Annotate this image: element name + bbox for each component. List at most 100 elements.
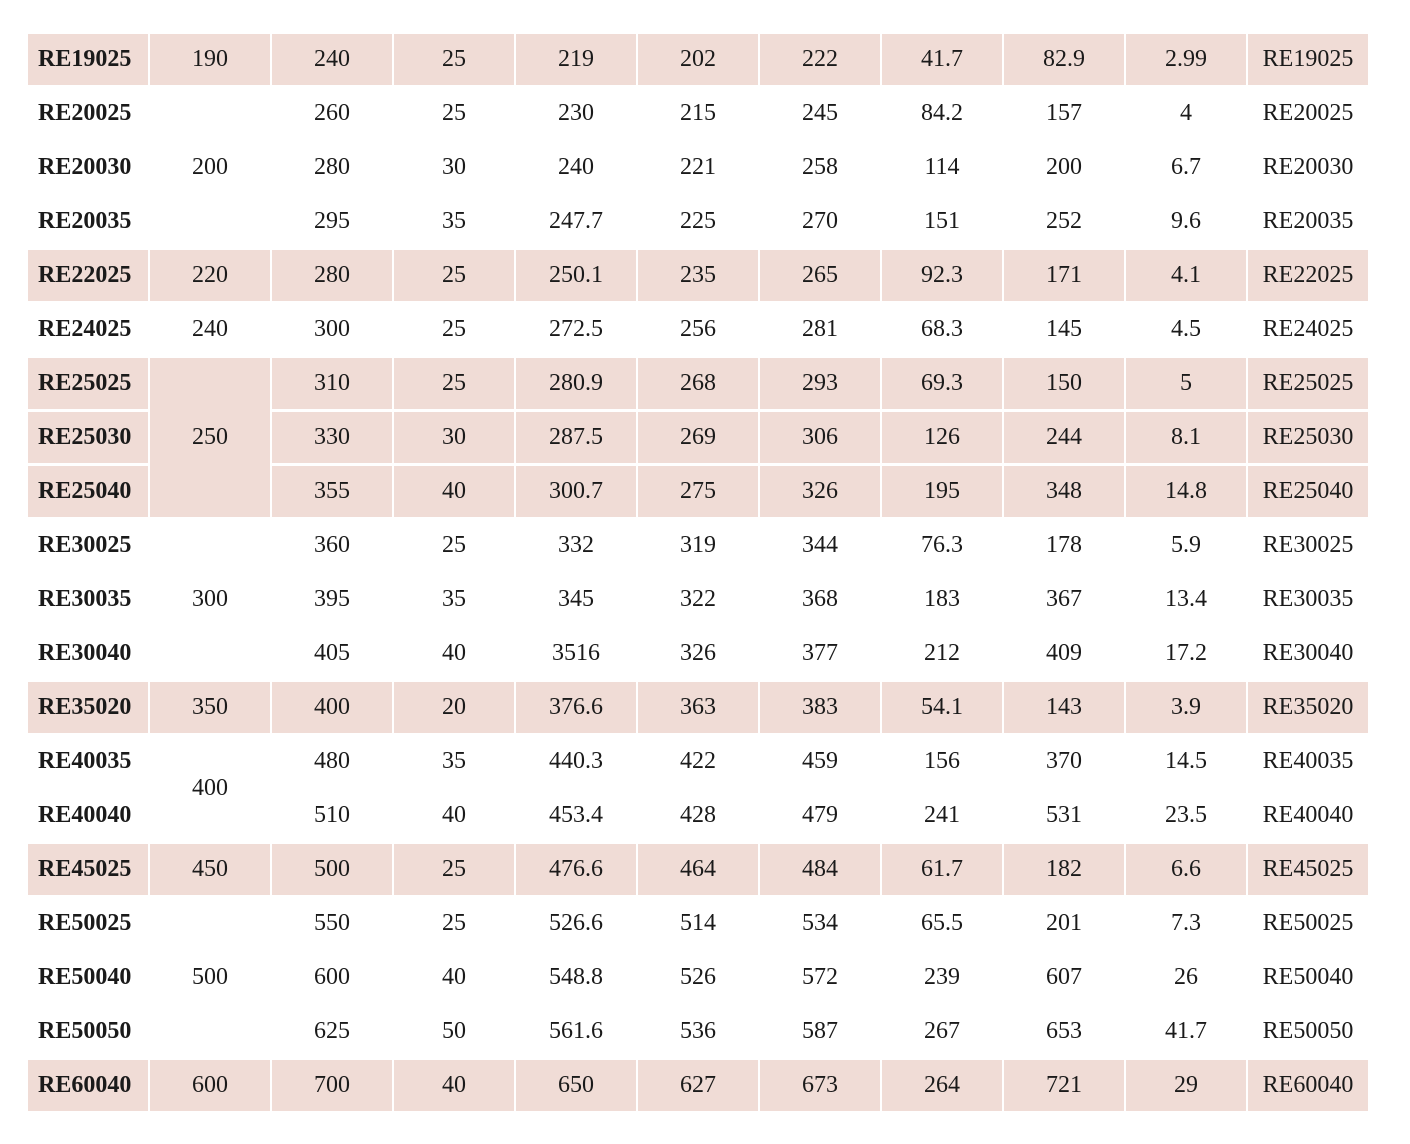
- value-cell: 5: [1126, 358, 1246, 409]
- value-cell: 480: [314, 748, 350, 774]
- value-cell: 183: [924, 586, 960, 612]
- value-cell: 40: [442, 802, 466, 828]
- value-cell: 536: [680, 1018, 716, 1044]
- value-cell: 7.3: [1171, 910, 1201, 936]
- reference-code-cell: RE45025: [1248, 844, 1368, 895]
- value-cell: 29: [1126, 1060, 1246, 1111]
- value-cell: 376.6: [516, 682, 636, 733]
- value-cell: 3516: [552, 640, 600, 666]
- value-cell: 332: [558, 532, 594, 558]
- value-cell: 25: [442, 100, 466, 126]
- model-code-cell: RE35020: [28, 682, 148, 733]
- table-row: RE20025 200 260 25 230 215 245 84.2 157 4 RE20025: [28, 88, 1368, 180]
- value-cell: 230: [558, 100, 594, 126]
- value-cell: 550: [314, 910, 350, 936]
- value-cell: 363: [638, 682, 758, 733]
- value-cell: 35: [442, 208, 466, 234]
- value-cell: 400: [272, 682, 392, 733]
- model-code-cell: RE20030: [38, 154, 132, 180]
- value-cell: 280: [314, 154, 350, 180]
- value-cell: 25: [394, 844, 514, 895]
- group-size-cell: 250: [150, 358, 270, 517]
- value-cell: 6.7: [1171, 154, 1201, 180]
- table-row: RE25040 355 40 300.7 275 326 195 348 14.8 RE25040: [28, 466, 1368, 517]
- value-cell: 258: [802, 154, 838, 180]
- value-cell: 25: [394, 358, 514, 409]
- value-cell: 17.2: [1165, 640, 1207, 666]
- value-cell: 348: [1004, 466, 1124, 517]
- value-cell: 322: [680, 586, 716, 612]
- table-row: RE19025 190 240 25 219 202 222 41.7 82.9 2.99 RE19…: [28, 34, 1368, 85]
- value-cell: 428: [680, 802, 716, 828]
- reference-code-cell: RE25040: [1248, 466, 1368, 517]
- value-cell: 395: [314, 586, 350, 612]
- reference-code-cell: RE40040: [1262, 802, 1354, 828]
- value-cell: 252: [1046, 208, 1082, 234]
- reference-code-cell: RE22025: [1248, 250, 1368, 301]
- group-size-cell: 350: [150, 682, 270, 733]
- reference-code-cell: RE60040: [1248, 1060, 1368, 1111]
- value-cell: 114: [924, 154, 960, 180]
- value-cell: 360: [314, 532, 350, 558]
- model-code-cell: RE30035: [38, 586, 132, 612]
- value-cell: 247.7: [549, 208, 603, 234]
- value-cell: 26: [1174, 964, 1198, 990]
- table-row: RE24025 240 300 25 272.5 256 281 68.3 145 4.5 RE24…: [28, 304, 1368, 355]
- value-cell: 215: [680, 100, 716, 126]
- value-cell: 700: [272, 1060, 392, 1111]
- value-cell: 3.9: [1126, 682, 1246, 733]
- value-cell: 61.7: [882, 844, 1002, 895]
- value-cell: 459: [802, 748, 838, 774]
- value-cell: 330: [272, 412, 392, 463]
- value-cell: 40: [394, 466, 514, 517]
- value-cell: 587: [802, 1018, 838, 1044]
- value-cell: 367: [1046, 586, 1082, 612]
- value-cell: 178: [1046, 532, 1082, 558]
- value-cell: 344: [802, 532, 838, 558]
- table-row: RE20035 295 35 247.7 225 270 151 252 9.6 RE20035: [28, 196, 1368, 247]
- value-cell: 265: [760, 250, 880, 301]
- value-cell: 25: [394, 34, 514, 85]
- table-row: RE25025 250 310 25 280.9 268 293 69.3 150 5 RE2502…: [28, 358, 1368, 517]
- table-row: RE35020 350 400 20 376.6 363 383 54.1 143 3.9 RE35…: [28, 682, 1368, 733]
- model-code-cell: RE60040: [28, 1060, 148, 1111]
- value-cell: 405: [314, 640, 350, 666]
- reference-code-cell: RE50050: [1262, 1018, 1354, 1044]
- value-cell: 35: [442, 748, 466, 774]
- group-size-cell: 220: [150, 250, 270, 301]
- value-cell: 68.3: [921, 316, 963, 342]
- table-body: RE19025 190 240 25 219 202 222 41.7 82.9 2.99 RE19…: [28, 34, 1368, 1111]
- value-cell: 326: [680, 640, 716, 666]
- table-row: RE60040 600 700 40 650 627 673 264 721 29 RE60040: [28, 1060, 1368, 1111]
- table-row: RE40040 510 40 453.4 428 479 241 531 23.5 RE40040: [28, 790, 1368, 841]
- group-size-cell: 400: [192, 775, 228, 801]
- value-cell: 240: [558, 154, 594, 180]
- value-cell: 30: [442, 154, 466, 180]
- value-cell: 202: [638, 34, 758, 85]
- table-row: RE50025 500 550 25 526.6 514 534 65.5 201 7.3 RE50…: [28, 898, 1368, 990]
- reference-code-cell: RE50025: [1262, 910, 1354, 936]
- reference-code-cell: RE25030: [1248, 412, 1368, 463]
- value-cell: 4: [1180, 100, 1192, 126]
- model-code-cell: RE50040: [38, 964, 132, 990]
- table-row: RE50040 600 40 548.8 526 572 239 607 26 RE50040: [28, 952, 1368, 1003]
- value-cell: 625: [314, 1018, 350, 1044]
- value-cell: 653: [1046, 1018, 1082, 1044]
- value-cell: 13.4: [1165, 586, 1207, 612]
- group-size-cell: 300: [192, 586, 228, 612]
- reference-code-cell: RE40035: [1262, 748, 1354, 774]
- value-cell: 264: [882, 1060, 1002, 1111]
- value-cell: 355: [272, 466, 392, 517]
- value-cell: 548.8: [549, 964, 603, 990]
- model-code-cell: RE40035: [38, 748, 132, 774]
- table-row: RE50050 625 50 561.6 536 587 267 653 41.7 RE50050: [28, 1006, 1368, 1057]
- value-cell: 221: [680, 154, 716, 180]
- value-cell: 607: [1046, 964, 1082, 990]
- value-cell: 145: [1046, 316, 1082, 342]
- value-cell: 235: [638, 250, 758, 301]
- model-code-cell: RE30040: [38, 640, 132, 666]
- value-cell: 383: [760, 682, 880, 733]
- value-cell: 268: [638, 358, 758, 409]
- group-size-cell: 450: [150, 844, 270, 895]
- model-code-cell: RE24025: [38, 316, 132, 342]
